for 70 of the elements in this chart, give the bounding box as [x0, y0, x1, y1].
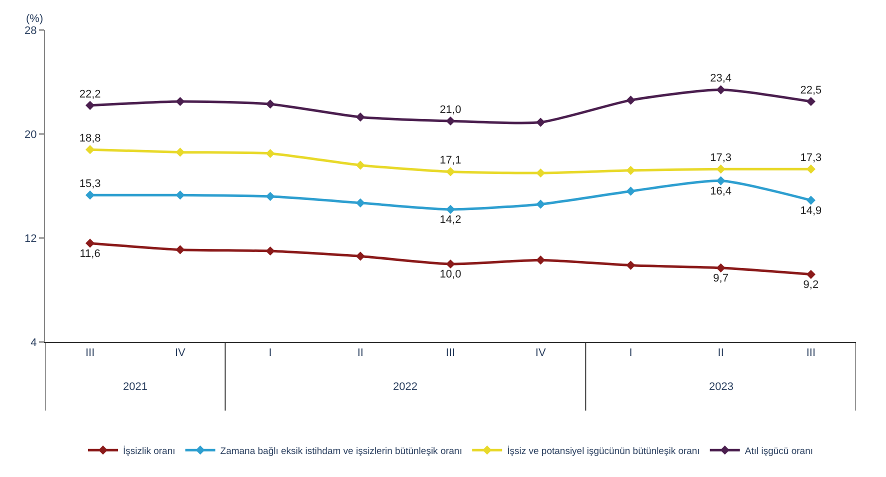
y-tick-label: 4: [30, 336, 37, 349]
data-label: 9,2: [803, 279, 819, 292]
point: [626, 186, 636, 196]
point: [356, 112, 365, 122]
x-tick-label: III: [806, 347, 816, 360]
point: [176, 190, 185, 200]
y-axis-title: (%): [26, 13, 44, 25]
data-label: 9,7: [713, 272, 728, 285]
legend-label: İşsiz ve potansiyel işgücünün bütünleşik oranı: [507, 444, 700, 457]
point: [356, 198, 365, 208]
point: [446, 167, 456, 176]
point: [716, 164, 726, 174]
point: [446, 259, 456, 269]
x-tick-label: II: [718, 347, 724, 360]
x-tick-label: I: [268, 347, 272, 360]
data-label: 17,3: [710, 152, 732, 164]
x-tick-label: IV: [174, 347, 186, 360]
data-label: 17,1: [440, 154, 462, 167]
data-label: 11,6: [80, 248, 100, 260]
point: [266, 192, 275, 201]
text: 2021: [123, 381, 148, 393]
point: [356, 252, 365, 261]
y-tick-label: 12: [24, 232, 37, 245]
data-label: 14,9: [800, 204, 822, 217]
point: [536, 118, 546, 127]
data-label: 15,3: [79, 178, 101, 190]
point: [356, 160, 365, 170]
point: [626, 260, 636, 270]
legend-label: Zamana bağlı eksik istihdam ve işsizlerin bütünleşik oranı: [220, 446, 462, 457]
legend-label: İşsizlik oranı: [123, 444, 176, 457]
data-label: 18,8: [79, 132, 101, 144]
point: [266, 246, 275, 256]
data-label: 14,2: [440, 214, 462, 226]
data-label: 23,4: [710, 72, 732, 85]
point: [806, 164, 816, 174]
point: [86, 100, 95, 110]
point: [716, 176, 726, 186]
data-label: 16,4: [710, 185, 732, 198]
point: [626, 166, 636, 175]
point: [806, 270, 816, 279]
x-tick-label: III: [446, 347, 456, 360]
y-tick-label: 20: [24, 128, 37, 141]
point: [716, 85, 726, 94]
point: [536, 168, 546, 178]
x-tick-label: I: [629, 347, 632, 360]
x-tick-label: III: [85, 347, 95, 360]
point: [446, 116, 456, 126]
data-label: 22,5: [800, 84, 822, 96]
point: [716, 263, 726, 272]
point: [176, 245, 185, 254]
data-label: 21,0: [440, 104, 462, 116]
data-label: 17,3: [800, 152, 822, 164]
point: [626, 96, 636, 105]
point: [806, 196, 816, 205]
point: [446, 204, 456, 214]
data-label: 22,2: [79, 88, 101, 100]
x-tick-label: IV: [535, 347, 546, 360]
data-label: 10,0: [440, 268, 462, 281]
point: [176, 96, 185, 106]
point: [176, 148, 185, 157]
legend-label: Atıl işgücü oranı: [744, 446, 813, 457]
point: [86, 238, 95, 248]
point: [266, 100, 275, 109]
text: 2022: [393, 381, 418, 393]
point: [536, 200, 546, 209]
point: [266, 148, 275, 158]
x-tick-label: II: [357, 347, 364, 360]
y-tick-label: 28: [24, 24, 37, 37]
point: [806, 96, 816, 106]
text: 2023: [709, 381, 734, 393]
